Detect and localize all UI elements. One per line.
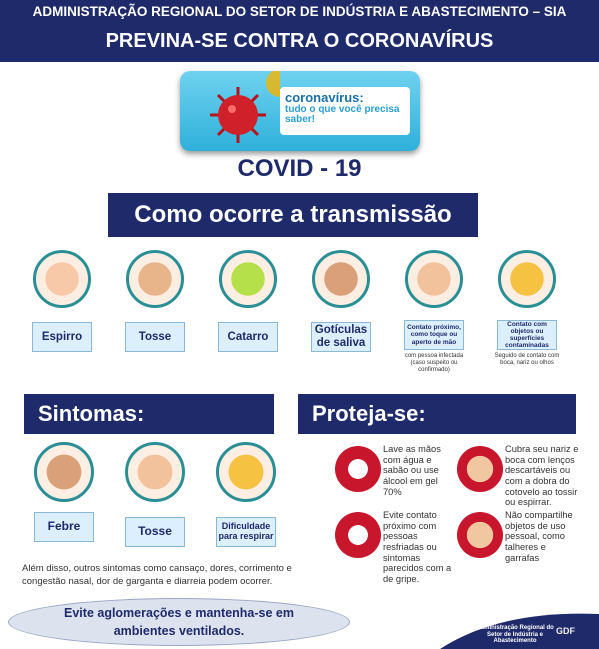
transmission-title: Como ocorre a transmissão	[108, 193, 478, 237]
protection-icon	[335, 512, 381, 558]
symptoms-title: Sintomas:	[24, 394, 274, 434]
transmission-note: com pessoa infectada (caso suspeito ou c…	[404, 353, 464, 374]
protection-tip: Evite contato próximo com pessoas resfri…	[383, 510, 452, 585]
symptom-icon	[125, 442, 185, 502]
symptom-label: Dificuldade para respirar	[216, 517, 276, 547]
symptom-icon	[34, 442, 94, 502]
protection-icon	[335, 446, 381, 492]
protection-tip: Não compartilhe objetos de uso pessoal, …	[505, 510, 573, 563]
banner: coronavírus: tudo o que você precisa sab…	[180, 71, 420, 151]
transmission-label: Gotículas de saliva	[311, 322, 371, 352]
protection-title: Proteja-se:	[298, 394, 576, 434]
protection-tip: Lave as mãos com água e sabão ou use álc…	[383, 444, 441, 497]
transmission-label: Contato com objetos ou superfícies conta…	[497, 320, 557, 350]
footer-logo: GDF	[556, 626, 575, 636]
protection-icon	[457, 512, 503, 558]
header-title: PREVINA-SE CONTRA O CORONAVÍRUS	[105, 30, 494, 52]
transmission-icon	[405, 250, 463, 308]
transmission-icon	[312, 250, 370, 308]
virus-illustration	[210, 71, 280, 143]
transmission-icon	[33, 250, 91, 308]
footer-organization: Administração Regional do Setor de Indús…	[476, 625, 554, 645]
banner-subtitle: tudo o que você precisa saber!	[285, 104, 400, 125]
symptoms-note: Além disso, outros sintomas como cansaço…	[22, 563, 292, 587]
banner-card: coronavírus: tudo o que você precisa sab…	[280, 87, 410, 135]
covid-label: COVID - 19	[237, 155, 362, 182]
protection-tip: Cubra seu nariz e boca com lenços descar…	[505, 444, 579, 508]
symptom-icon	[216, 442, 276, 502]
transmission-icon	[498, 250, 556, 308]
symptom-label: Tosse	[125, 517, 185, 547]
transmission-icon	[219, 250, 277, 308]
transmission-label: Catarro	[218, 322, 278, 352]
transmission-label: Tosse	[125, 322, 185, 352]
transmission-label: Contato próximo, como toque ou aperto de…	[404, 320, 464, 350]
protection-icon	[457, 446, 503, 492]
footer-shape	[440, 613, 599, 649]
banner-title: coronavírus:	[285, 90, 364, 105]
symptom-label: Febre	[34, 512, 94, 542]
transmission-label: Espirro	[32, 322, 92, 352]
transmission-icon	[126, 250, 184, 308]
header-organization: ADMINISTRAÇÃO REGIONAL DO SETOR DE INDÚS…	[32, 4, 567, 19]
header: ADMINISTRAÇÃO REGIONAL DO SETOR DE INDÚS…	[0, 0, 599, 62]
transmission-note: Seguido de contato com boca, nariz ou ol…	[494, 353, 560, 367]
advice: Evite aglomerações e mantenha-se em ambi…	[8, 598, 350, 646]
